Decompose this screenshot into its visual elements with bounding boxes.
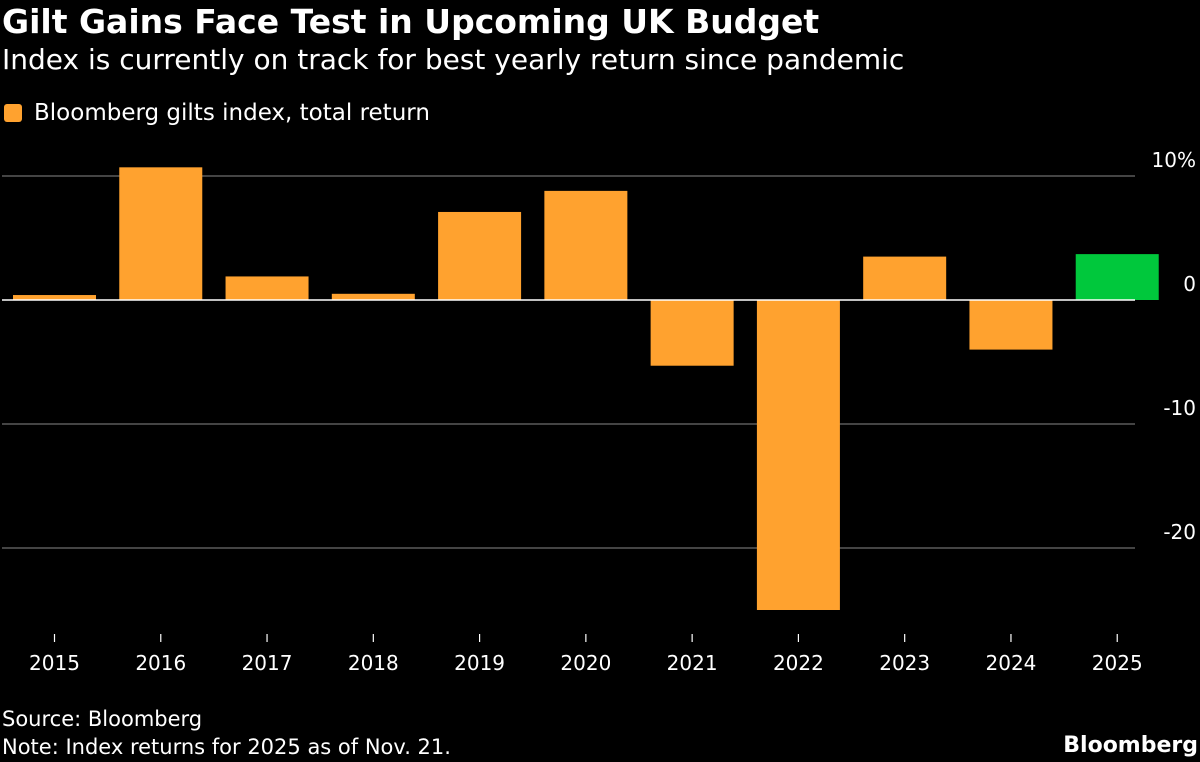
note-text: Note: Index returns for 2025 as of Nov. … <box>2 735 451 759</box>
legend-swatch <box>4 104 22 122</box>
bar-2015 <box>13 295 96 300</box>
bar-2016 <box>119 167 203 300</box>
bar-2024 <box>969 300 1053 350</box>
bar-2021 <box>650 300 734 366</box>
chart-subtitle: Index is currently on track for best yea… <box>2 43 905 76</box>
x-tick-label: 2023 <box>879 651 930 675</box>
x-tick-label: 2022 <box>773 651 824 675</box>
legend: Bloomberg gilts index, total return <box>4 98 430 128</box>
bar-chart: 10%0-10-20 2015 2016 2017 2018 2019 2020 2021 2… <box>2 148 1196 675</box>
x-tick-label: 2019 <box>454 651 505 675</box>
y-axis-ticks: 10% 0 -10 -20 <box>1152 148 1196 544</box>
x-tick-label: 2016 <box>135 651 186 675</box>
source-text: Source: Bloomberg <box>2 707 203 731</box>
bar-2017 <box>225 276 309 300</box>
x-tick-label: 2020 <box>560 651 611 675</box>
y-tick-label: 0 <box>1183 272 1196 296</box>
bar-2020 <box>544 190 628 300</box>
bar-2025 <box>1075 254 1159 300</box>
x-axis-ticks: 2015 2016 2017 2018 2019 2020 2021 2022 2023 2024… <box>29 634 1143 675</box>
x-tick-label: 2015 <box>29 651 80 675</box>
y-tick-label: 10% <box>1152 148 1196 172</box>
x-tick-label: 2024 <box>986 651 1037 675</box>
y-tick-label: -20 <box>1163 520 1196 544</box>
x-tick-label: 2025 <box>1092 651 1143 675</box>
x-tick-label: 2018 <box>348 651 399 675</box>
bar-2019 <box>438 211 522 300</box>
bar-2022 <box>756 300 840 610</box>
legend-label: Bloomberg gilts index, total return <box>34 100 430 126</box>
x-tick-label: 2021 <box>667 651 718 675</box>
x-tick-label: 2017 <box>242 651 293 675</box>
bar-2023 <box>863 256 947 300</box>
y-tick-label: -10 <box>1163 396 1196 420</box>
bars <box>13 167 1159 610</box>
bloomberg-logo: Bloomberg <box>1063 733 1198 758</box>
bar-2018 <box>331 293 415 300</box>
chart-title: Gilt Gains Face Test in Upcoming UK Budg… <box>2 2 820 41</box>
